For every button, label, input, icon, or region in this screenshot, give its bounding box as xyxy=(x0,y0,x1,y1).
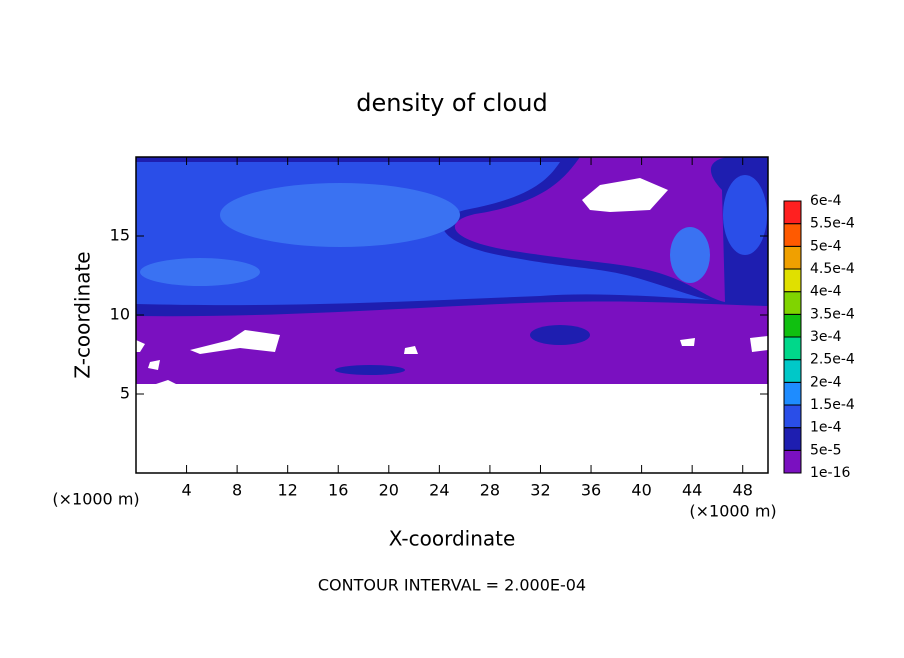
cloud-region xyxy=(335,365,405,375)
colorbar-label: 3e-4 xyxy=(810,329,842,345)
colorbar-box xyxy=(783,223,802,247)
colorbar-box xyxy=(783,427,802,451)
x-tick-label: 40 xyxy=(631,481,651,500)
x-tick-label: 32 xyxy=(530,481,550,500)
colorbar-label: 4e-4 xyxy=(810,284,842,300)
x-tick-label: 16 xyxy=(328,481,348,500)
x-tick-label: 24 xyxy=(429,481,449,500)
contour-interval: CONTOUR INTERVAL = 2.000E-04 xyxy=(318,576,586,595)
x-tick-label: 4 xyxy=(181,481,191,500)
x-unit: (×1000 m) xyxy=(689,502,776,521)
x-tick-label: 44 xyxy=(682,481,702,500)
cloud-region xyxy=(530,325,590,345)
colorbar-label: 1e-16 xyxy=(810,465,850,481)
colorbar-box xyxy=(783,359,802,383)
colorbar-box xyxy=(783,245,802,270)
colorbar-label: 4.5e-4 xyxy=(810,261,855,277)
cloud-region xyxy=(220,183,460,247)
x-tick-label: 8 xyxy=(232,481,242,500)
cloud-region xyxy=(140,258,260,286)
colorbar-label: 5e-5 xyxy=(810,442,841,458)
colorbar-box xyxy=(783,313,802,338)
colorbar-label: 1e-4 xyxy=(810,420,842,436)
x-tick-label: 12 xyxy=(278,481,298,500)
clear-region xyxy=(190,330,280,354)
x-tick-label: 20 xyxy=(379,481,399,500)
cloud-region xyxy=(670,227,710,283)
colorbar-box xyxy=(783,381,802,406)
cloud-region xyxy=(723,175,767,255)
chart-title: density of cloud xyxy=(356,89,547,117)
contour-field xyxy=(136,157,768,473)
colorbar-label: 5e-4 xyxy=(810,238,842,254)
colorbar-box xyxy=(783,291,802,315)
colorbar-label: 1.5e-4 xyxy=(810,397,855,413)
x-tick-label: 48 xyxy=(733,481,753,500)
x-axis-label: X-coordinate xyxy=(389,527,516,551)
y-tick-label: 15 xyxy=(110,226,130,245)
colorbar-label: 3.5e-4 xyxy=(810,306,855,322)
x-tick-label: 36 xyxy=(581,481,601,500)
colorbar-label: 6e-4 xyxy=(810,193,842,209)
y-axis-label: Z-coordinate xyxy=(71,251,95,378)
colorbar-box xyxy=(783,336,802,361)
colorbar-label: 2e-4 xyxy=(810,374,842,390)
y-tick-label: 5 xyxy=(120,384,130,403)
colorbar-label: 5.5e-4 xyxy=(810,216,855,232)
colorbar-label: 2.5e-4 xyxy=(810,352,855,368)
x-tick-label: 28 xyxy=(480,481,500,500)
clear-region xyxy=(582,178,668,212)
colorbar-box xyxy=(783,449,802,474)
y-tick-label: 10 xyxy=(110,305,130,324)
colorbar-box xyxy=(783,268,802,293)
colorbar-box xyxy=(783,404,802,429)
x-unit: (×1000 m) xyxy=(52,490,139,509)
clear-region xyxy=(136,384,768,473)
colorbar-box xyxy=(783,200,802,225)
